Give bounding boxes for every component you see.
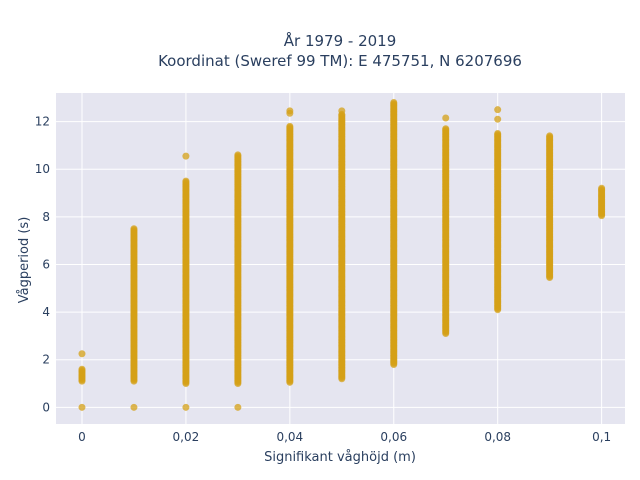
y-tick-label: 8	[42, 210, 50, 224]
x-tick-label: 0,06	[380, 430, 407, 444]
chart-title-line2: Koordinat (Sweref 99 TM): E 475751, N 62…	[158, 52, 522, 70]
data-point	[234, 403, 242, 411]
y-axis-title: Vågperiod (s)	[17, 217, 32, 304]
y-tick-label: 4	[42, 305, 50, 319]
x-axis-title: Signifikant våghöjd (m)	[264, 450, 416, 465]
data-point	[130, 403, 138, 411]
y-tick-label: 6	[42, 257, 50, 271]
y-tick-label: 0	[42, 400, 50, 414]
data-point	[78, 350, 86, 358]
data-point	[130, 225, 138, 233]
data-point	[598, 184, 606, 192]
data-point	[78, 365, 86, 373]
data-point	[442, 125, 450, 133]
data-point	[338, 107, 346, 115]
data-point	[182, 152, 190, 160]
x-tick-label: 0	[78, 430, 86, 444]
y-tick-label: 2	[42, 353, 50, 367]
x-tick-label: 0,02	[173, 430, 200, 444]
data-point	[390, 99, 398, 107]
data-point	[494, 115, 502, 123]
data-point	[286, 107, 294, 115]
data-point	[494, 129, 502, 137]
data-point	[234, 151, 242, 159]
y-tick-label: 12	[35, 115, 50, 129]
data-point	[182, 177, 190, 185]
chart-title-line1: År 1979 - 2019	[284, 31, 397, 50]
data-point	[494, 106, 502, 114]
data-point	[286, 122, 294, 130]
y-tick-labels: 0 2 4 6 8 10 12	[35, 115, 50, 415]
x-tick-label: 0,04	[276, 430, 303, 444]
x-tick-label: 0,08	[484, 430, 511, 444]
x-tick-labels: 0 0,02 0,04 0,06 0,08 0,1	[78, 430, 611, 444]
x-tick-label: 0,1	[592, 430, 611, 444]
data-point	[442, 114, 450, 122]
data-points	[78, 99, 606, 411]
data-point	[182, 403, 190, 411]
data-point	[78, 403, 86, 411]
data-point	[546, 132, 554, 140]
y-tick-label: 10	[35, 162, 50, 176]
